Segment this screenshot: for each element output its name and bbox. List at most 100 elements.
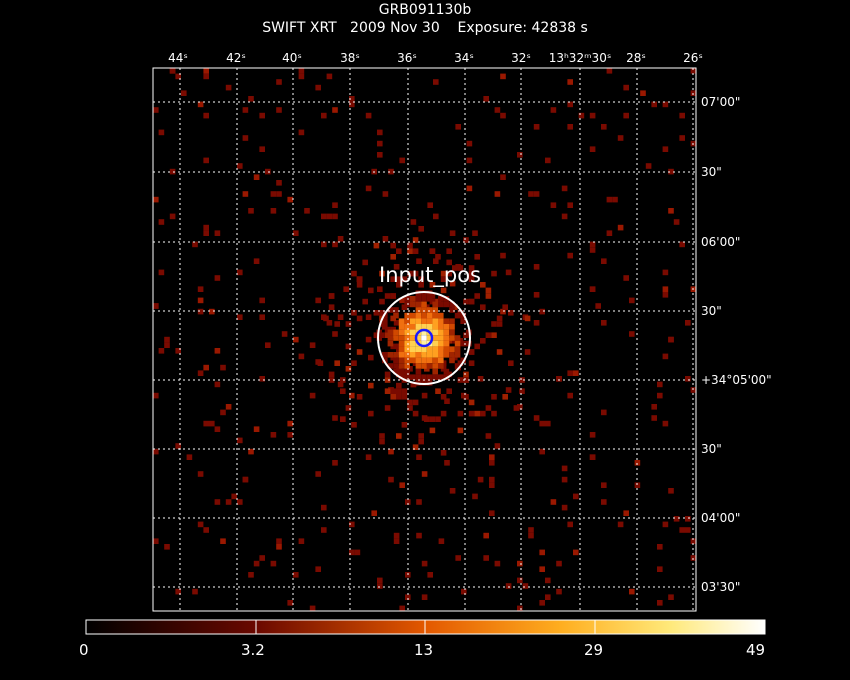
count-pixel: [343, 286, 349, 292]
count-pixel: [365, 336, 372, 343]
count-pixel: [432, 335, 438, 341]
count-pixel: [393, 352, 399, 358]
count-pixel: [407, 399, 413, 406]
count-pixel: [421, 329, 427, 336]
count-pixel: [237, 269, 243, 276]
count-pixel: [373, 242, 380, 249]
count-pixel: [433, 213, 439, 220]
count-pixel: [410, 296, 416, 302]
count-pixel: [415, 296, 422, 302]
count-pixel: [203, 157, 209, 164]
count-pixel: [657, 544, 663, 550]
count-pixel: [601, 409, 607, 416]
count-pixel: [426, 357, 433, 364]
count-pixel: [379, 438, 385, 445]
count-pixel: [418, 438, 424, 445]
count-pixel: [390, 315, 396, 322]
count-pixel: [573, 370, 579, 376]
count-pixel: [480, 304, 486, 310]
count-pixel: [356, 282, 363, 288]
count-pixel: [169, 168, 176, 175]
count-pixel: [449, 329, 455, 336]
count-pixel: [415, 318, 422, 324]
count-pixel: [192, 241, 198, 248]
count-pixel: [396, 282, 402, 288]
count-pixel: [384, 377, 391, 383]
count-pixel: [315, 471, 321, 477]
count-pixel: [539, 600, 545, 606]
count-pixel: [203, 73, 209, 80]
count-pixel: [237, 437, 243, 444]
count-pixel: [412, 248, 419, 254]
count-pixel: [186, 454, 193, 460]
count-pixel: [421, 312, 427, 319]
dec-tick-label: 07'00": [701, 95, 740, 109]
count-pixel: [589, 247, 596, 253]
count-pixel: [203, 420, 209, 427]
count-pixel: [315, 84, 321, 91]
count-pixel: [508, 310, 514, 316]
count-pixel: [429, 427, 436, 434]
count-pixel: [421, 560, 428, 567]
count-pixel: [298, 353, 305, 360]
count-pixel: [483, 532, 489, 539]
count-pixel: [662, 521, 669, 528]
count-pixel: [589, 432, 596, 438]
count-pixel: [468, 265, 475, 271]
count-pixel: [446, 259, 452, 266]
count-pixel: [673, 516, 680, 522]
count-pixel: [259, 297, 265, 304]
count-pixel: [410, 357, 416, 364]
count-pixel: [390, 254, 396, 260]
count-pixel: [410, 318, 416, 324]
count-pixel: [432, 363, 438, 369]
count-pixel: [463, 298, 469, 305]
count-pixel: [446, 248, 452, 254]
count-pixel: [396, 248, 402, 254]
ra-tick-label: 44ˢ: [168, 51, 188, 65]
count-pixel: [401, 276, 408, 282]
count-pixel: [438, 301, 444, 308]
count-pixel: [368, 354, 374, 361]
ra-tick-label: 34ˢ: [454, 51, 474, 65]
count-pixel: [158, 129, 165, 136]
colorbar-label-3: 29: [584, 641, 604, 659]
count-pixel: [405, 594, 411, 600]
count-pixel: [640, 90, 646, 96]
count-pixel: [421, 594, 428, 600]
ra-tick-label: 38ˢ: [340, 51, 360, 65]
count-pixel: [373, 310, 380, 316]
count-pixel: [454, 346, 461, 352]
count-pixel: [356, 394, 363, 400]
count-pixel: [415, 357, 422, 364]
count-pixel: [356, 276, 363, 282]
count-pixel: [345, 321, 352, 327]
count-pixel: [533, 292, 540, 298]
count-pixel: [345, 343, 352, 350]
count-pixel: [387, 340, 394, 347]
count-pixel: [197, 101, 204, 108]
count-pixel: [438, 312, 444, 319]
count-pixel: [337, 381, 344, 388]
dec-tick-label: 03'30": [701, 580, 740, 594]
count-pixel: [387, 329, 394, 336]
count-pixel: [432, 346, 438, 352]
count-pixel: [377, 286, 383, 292]
count-pixel: [153, 538, 159, 544]
count-pixel: [427, 202, 433, 208]
count-pixel: [561, 213, 568, 220]
count-pixel: [438, 335, 444, 341]
count-pixel: [606, 196, 613, 203]
count-pixel: [407, 405, 413, 411]
count-pixel: [474, 343, 480, 350]
count-pixel: [315, 297, 321, 304]
count-pixel: [617, 135, 624, 141]
count-pixel: [377, 129, 383, 136]
count-pixel: [398, 329, 405, 336]
count-pixel: [449, 346, 455, 352]
count-pixel: [679, 241, 685, 248]
count-pixel: [181, 90, 187, 96]
count-pixel: [396, 388, 402, 394]
count-pixel: [468, 360, 475, 366]
count-pixel: [500, 252, 506, 259]
